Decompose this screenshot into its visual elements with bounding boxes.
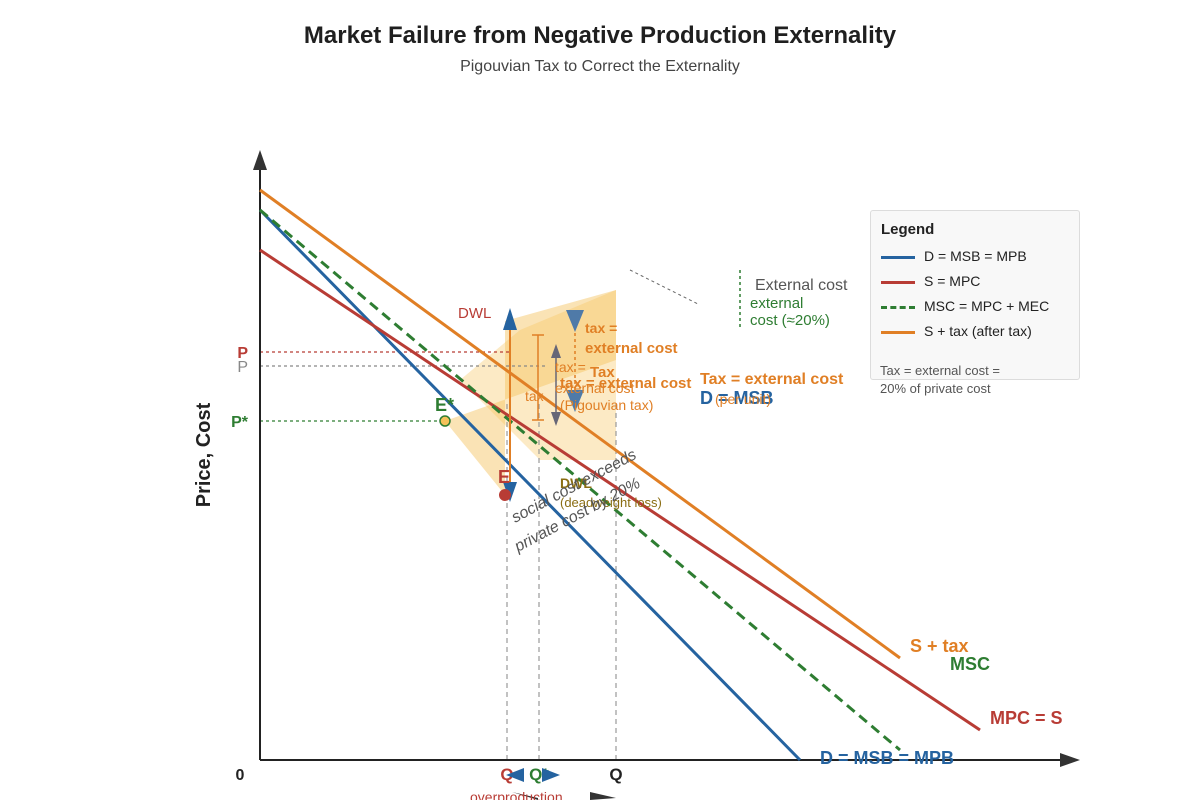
annotation-15: External cost — [755, 277, 848, 294]
annotation-5: tax = external cost — [560, 375, 691, 392]
curve-label-3: D = MSB = MPB — [820, 748, 954, 768]
ext-cost-arrow-down — [551, 412, 561, 426]
legend-swatch-supply — [881, 281, 915, 284]
series-line-1 — [259, 248, 981, 732]
annotation-3: tax = — [555, 359, 586, 375]
legend-label-msc: MSC = MPC + MEC — [924, 298, 1050, 314]
annotation-12: (deadweight loss) — [560, 495, 662, 510]
equilibrium-label-0: E* — [435, 395, 454, 415]
overproduction-arrow-left — [506, 768, 524, 782]
curve-label-4: D = MSB — [700, 388, 774, 408]
legend-note-line1: Tax = external cost = — [880, 363, 1000, 378]
curve-label-2: MPC = S — [990, 708, 1063, 728]
legend-swatch-tax — [881, 331, 915, 334]
equilibrium-point-0 — [439, 415, 451, 427]
annotation-16: external — [750, 295, 803, 312]
tax-arrow-up-head — [503, 308, 517, 330]
y-axis-arrow — [253, 150, 267, 170]
overproduction-arrow-b — [590, 792, 616, 800]
annotation-4: Tax — [590, 364, 615, 381]
legend-label-tax: S + tax (after tax) — [924, 323, 1032, 339]
tax-down-arrow-top — [566, 310, 584, 332]
quantity-tick-label-2: Q — [609, 765, 622, 784]
annotation-6: external cost — [555, 380, 634, 396]
annotation-17: cost (≈20%) — [750, 312, 830, 329]
legend-note-line2: 20% of private cost — [880, 381, 991, 396]
price-tick-label-0: P — [237, 345, 248, 362]
overproduction-arrow-right — [542, 768, 560, 782]
legend-swatch-msc — [881, 306, 915, 309]
annotation-18: overproduction — [470, 789, 563, 800]
x-axis-arrow — [1060, 753, 1080, 767]
annotation-7: (Pigouvian tax) — [560, 397, 653, 413]
legend-note: Tax = external cost = 20% of private cos… — [880, 362, 1080, 398]
external-cost-leader — [629, 269, 699, 305]
legend-title: Legend — [881, 221, 935, 238]
legend: Legend D = MSB = MPB S = MPC MSC = MPC +… — [870, 210, 1080, 380]
equilibrium-point-1 — [499, 489, 511, 501]
annotation-0: DWL — [458, 305, 491, 322]
series-line-3 — [259, 188, 901, 660]
equilibrium-label-1: E — [498, 467, 510, 487]
chart-subtitle: Pigouvian Tax to Correct the Externality — [460, 58, 740, 75]
price-tick-label-1: P — [237, 359, 248, 376]
overproduction-arrow-a — [512, 792, 538, 800]
annotation-11: DWL — [560, 475, 592, 491]
tax-down-arrow-bottom — [566, 390, 584, 412]
series-line-2 — [259, 208, 901, 752]
annotation-1: tax = — [585, 320, 617, 336]
ext-cost-arrow-up — [551, 344, 561, 358]
legend-swatch-demand — [881, 256, 915, 259]
annotation-8: tax — [525, 388, 544, 404]
series-line-0 — [258, 208, 802, 762]
quantity-tick-label-0: Q — [500, 765, 513, 784]
price-tick-label-2: P* — [231, 414, 249, 431]
chart-title: Market Failure from Negative Production … — [303, 22, 897, 49]
annotation-2: external cost — [585, 340, 678, 357]
y-axis-label: Price, Cost — [193, 402, 215, 507]
axis-origin-label: 0 — [236, 767, 245, 784]
curve-label-1: MSC — [950, 654, 990, 674]
legend-label-supply: S = MPC — [924, 273, 981, 289]
annotation-9: Tax = external cost — [700, 371, 844, 388]
curve-label-0: S + tax — [910, 636, 969, 656]
annotation-10: (per unit) — [715, 391, 771, 407]
legend-label-demand: D = MSB = MPB — [924, 248, 1027, 264]
